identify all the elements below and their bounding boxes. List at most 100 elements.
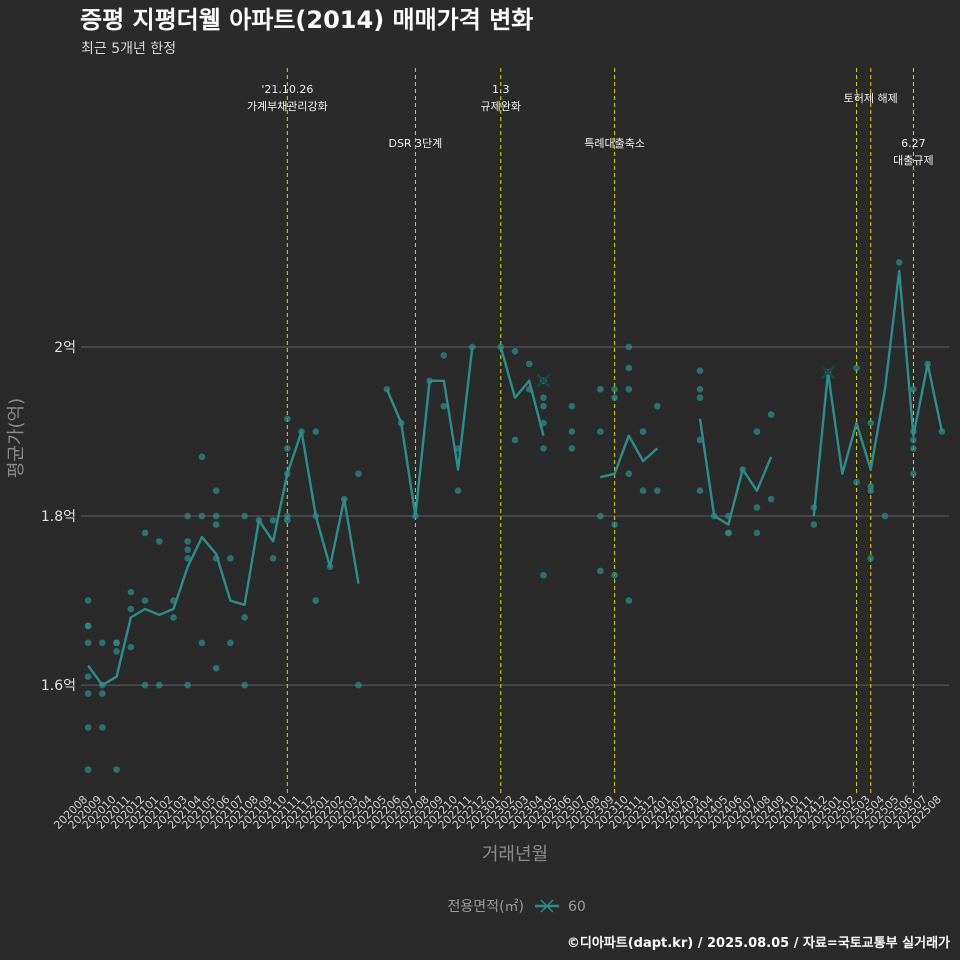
- data-point: [910, 445, 917, 452]
- data-point: [269, 555, 277, 562]
- data-point: [440, 352, 448, 359]
- data-point: [597, 385, 604, 393]
- data-point: [611, 521, 618, 528]
- data-point: [611, 571, 618, 579]
- data-point: [867, 555, 875, 562]
- data-point: [127, 605, 135, 613]
- data-point: [511, 436, 519, 444]
- event-label: 규제완화: [481, 100, 521, 113]
- data-point: [99, 639, 106, 647]
- x-axis-label: 거래년월: [482, 844, 548, 865]
- series-line-segment: [385, 346, 474, 518]
- data-point: [853, 364, 860, 372]
- data-point: [753, 529, 761, 537]
- data-point: [113, 647, 120, 655]
- data-point: [881, 512, 889, 520]
- data-point: [141, 597, 149, 604]
- y-tick-label: 2억: [54, 340, 76, 356]
- event-label: 6.27: [901, 137, 926, 150]
- data-point: [440, 402, 448, 410]
- event-label: 가계부채관리강화: [247, 100, 328, 113]
- data-point: [568, 402, 576, 410]
- event-label: 특례대출축소: [584, 137, 645, 150]
- data-point: [611, 385, 618, 393]
- data-point: [241, 681, 248, 689]
- data-point: [355, 681, 362, 689]
- data-point: [696, 487, 704, 494]
- event-label: 대출규제: [893, 154, 933, 167]
- data-point: [184, 512, 192, 520]
- data-point: [653, 402, 661, 410]
- data-point: [540, 445, 547, 452]
- data-point: [184, 546, 192, 554]
- data-point: [597, 512, 604, 520]
- data-point: [198, 512, 206, 520]
- data-point: [84, 690, 92, 697]
- data-point: [99, 724, 106, 731]
- data-point: [99, 690, 106, 697]
- series-line: [87, 269, 944, 687]
- data-point: [625, 343, 633, 351]
- data-point: [910, 436, 917, 444]
- data-point: [853, 478, 860, 486]
- data-point: [141, 529, 149, 537]
- data-point: [725, 529, 732, 537]
- y-tick-label: 1.6억: [41, 678, 76, 694]
- grid-lines: [81, 346, 949, 686]
- legend-x-icon: [540, 899, 554, 913]
- data-point: [696, 367, 704, 374]
- data-point: [227, 555, 234, 562]
- data-point: [127, 643, 135, 651]
- series-line-segment: [812, 269, 944, 517]
- data-point: [84, 724, 92, 731]
- data-point: [810, 521, 818, 528]
- data-point: [241, 614, 248, 621]
- data-point: [597, 428, 604, 435]
- data-point: [696, 436, 704, 444]
- event-label: DSR 3단계: [388, 137, 442, 150]
- data-point: [184, 538, 192, 545]
- data-point: [910, 385, 917, 393]
- x-markers: [536, 365, 835, 388]
- data-point: [355, 470, 362, 478]
- data-point: [127, 588, 135, 596]
- data-point: [611, 394, 618, 401]
- event-label: '21.10.26: [261, 83, 313, 96]
- data-point: [753, 428, 761, 435]
- legend-title: 전용면적(㎡): [448, 899, 524, 915]
- data-point: [568, 428, 576, 435]
- source-note: ©디아파트(dapt.kr) / 2025.08.05 / 자료=국토교통부 실…: [567, 935, 950, 951]
- data-point: [284, 445, 291, 452]
- data-point: [212, 487, 220, 494]
- data-point: [312, 597, 320, 604]
- data-point: [696, 394, 704, 401]
- data-point: [170, 614, 177, 621]
- data-point: [639, 487, 647, 494]
- data-point: [141, 681, 149, 689]
- data-point: [767, 411, 775, 418]
- data-point: [767, 495, 775, 503]
- data-point: [867, 487, 875, 494]
- data-point: [597, 567, 604, 575]
- data-point: [525, 360, 533, 368]
- data-point: [284, 415, 291, 423]
- data-point: [540, 402, 547, 410]
- data-point: [155, 538, 163, 545]
- chart-subtitle: 최근 5개년 한정: [81, 41, 176, 57]
- data-point: [540, 571, 547, 579]
- data-point: [84, 673, 92, 680]
- data-point: [625, 364, 633, 372]
- y-axis-ticks: 1.6억 1.8억 2억: [41, 340, 76, 694]
- data-point: [639, 428, 647, 435]
- x-marker: [821, 365, 835, 380]
- data-point: [84, 639, 92, 647]
- data-point: [241, 512, 248, 520]
- series-line-segment: [499, 346, 545, 437]
- data-point: [113, 766, 120, 773]
- data-point: [227, 639, 234, 647]
- data-point: [84, 622, 92, 630]
- data-point: [198, 639, 206, 647]
- data-point: [155, 681, 163, 689]
